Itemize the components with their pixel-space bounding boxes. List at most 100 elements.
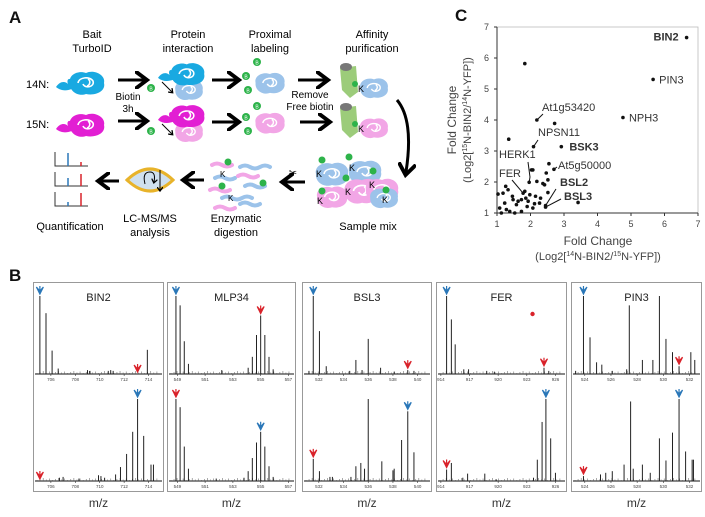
- biotin-icon: B: [244, 86, 252, 95]
- svg-text:B: B: [255, 105, 259, 111]
- data-point-pin3: [651, 77, 655, 82]
- mz-tick-label: 710: [96, 377, 104, 382]
- data-point-fer: [521, 191, 525, 195]
- remove-step-label: Remove: [291, 90, 329, 101]
- data-point-nph3: [621, 115, 625, 120]
- data-point: [499, 211, 504, 215]
- heavy-bait-protein-icon: [158, 104, 206, 129]
- data-point: [546, 178, 550, 182]
- plot-frame: [496, 26, 699, 214]
- light-isotope-arrow-icon: [309, 286, 318, 296]
- streptavidin-bead-icon: K: [340, 103, 389, 139]
- light-isotope-arrow-icon: [675, 389, 684, 399]
- heavy-isotope-arrow-icon: [403, 360, 412, 370]
- mz-axis-label: m/z: [491, 496, 512, 510]
- y-axis-subtitle: (Log2[15N-BIN2/14N-YFP]): [462, 57, 474, 183]
- mz-tick-label: 712: [120, 484, 128, 489]
- svg-text:K: K: [345, 187, 351, 197]
- mz-tick-label: 530: [660, 484, 668, 489]
- spectrum-box-mlp34: MLP34 549 551 553 555 557 549 551 553 555 557: [167, 282, 296, 492]
- data-point: [501, 191, 505, 195]
- heavy-isotope-arrow-icon: [171, 389, 180, 399]
- spectrum-title: BSL3: [354, 292, 381, 304]
- mz-tick-label: 538: [389, 484, 397, 489]
- mz-tick-label: 530: [660, 377, 668, 382]
- mz-axis-label: m/z: [221, 496, 242, 510]
- biotin-step-duration: 3h: [122, 104, 133, 115]
- mz-tick-label: 534: [340, 484, 348, 489]
- data-point-at1g53420: [535, 118, 539, 122]
- mz-tick-label: 524: [581, 484, 589, 489]
- x-tick-label: 1: [494, 219, 499, 229]
- mz-tick-label: 526: [607, 484, 615, 489]
- data-point: [504, 207, 509, 212]
- data-point: [538, 196, 543, 200]
- spectrum-box-bin2: BIN2 706 708 710 712 714 706 708 710 712 714: [33, 282, 164, 492]
- mz-tick-label: 708: [72, 377, 80, 382]
- row-label-14n: 14N:: [26, 79, 49, 91]
- light-isotope-arrow-icon: [256, 421, 265, 432]
- y-tick-label: 4: [484, 115, 489, 125]
- data-point: [537, 201, 542, 205]
- light-bait-protein-icon: [56, 70, 106, 96]
- data-point: [531, 168, 535, 172]
- svg-text:K: K: [358, 84, 364, 94]
- y-tick-label: 7: [484, 22, 489, 32]
- heavy-isotope-arrow-icon: [35, 471, 44, 481]
- mz-axis-label: m/z: [626, 496, 647, 510]
- mz-tick-label: 549: [174, 377, 182, 382]
- point-label: BSL2: [560, 177, 588, 189]
- light-isotope-arrow-icon: [171, 286, 180, 296]
- mz-tick-label: 532: [315, 377, 323, 382]
- leader-line: [533, 139, 539, 147]
- x-tick-label: 4: [595, 219, 600, 229]
- mz-tick-label: 553: [229, 377, 237, 382]
- svg-text:B: B: [255, 61, 259, 67]
- mz-axis-label: m/z: [357, 496, 377, 510]
- data-point-bsl3: [543, 205, 548, 209]
- light-isotope-arrow-icon: [541, 389, 550, 399]
- light-isotope-arrow-icon: [579, 286, 588, 296]
- svg-text:K: K: [317, 196, 323, 206]
- light-bait-protein-icon: [158, 62, 206, 87]
- data-point: [532, 201, 537, 206]
- data-point-bin2: [684, 35, 689, 40]
- scissors-icon: ✂: [289, 168, 297, 179]
- mz-tick-label: 917: [466, 484, 474, 489]
- data-point: [511, 197, 515, 202]
- point-label: At5g50000: [558, 160, 611, 172]
- biotin-icon: B: [253, 58, 261, 67]
- step-digestion-title: Enzymatic: [211, 213, 262, 225]
- y-tick-label: 5: [484, 84, 489, 94]
- step-labeling-subtitle: labeling: [251, 43, 289, 55]
- sample-mix-icon: K K K K K K: [314, 153, 400, 209]
- mz-tick-label: 532: [686, 377, 694, 382]
- step-interaction-title: Protein: [171, 29, 206, 41]
- mz-tick-label: 540: [414, 377, 422, 382]
- data-point-bsl2: [543, 203, 548, 208]
- step-purification-subtitle: purification: [345, 43, 398, 55]
- spectrum-box-bsl3: BSL3 532 534 536 538 540 532 534 536 538 540: [302, 282, 432, 492]
- data-point: [535, 179, 539, 184]
- mz-tick-label: 917: [466, 377, 474, 382]
- spectrum-title: BIN2: [86, 292, 110, 304]
- mz-tick-label: 923: [523, 377, 531, 382]
- svg-text:B: B: [149, 130, 153, 136]
- x-tick-label: 2: [528, 219, 533, 229]
- mz-tick-label: 914: [437, 377, 445, 382]
- labeled-light-prey-icon: [254, 72, 286, 95]
- leader-line: [553, 166, 558, 170]
- data-point: [519, 197, 524, 202]
- mz-tick-label: 536: [364, 377, 372, 382]
- mz-tick-label: 524: [581, 377, 589, 382]
- mz-tick-label: 920: [494, 377, 502, 382]
- mz-tick-label: 710: [96, 484, 104, 489]
- leader-line: [545, 198, 562, 208]
- mz-tick-label: 534: [340, 377, 348, 382]
- point-label: BIN2: [654, 32, 679, 44]
- point-label: NPSN11: [538, 127, 580, 139]
- light-isotope-arrow-icon: [442, 286, 451, 296]
- step-digestion-subtitle: digestion: [214, 227, 258, 239]
- mz-axis-label: m/z: [88, 496, 109, 510]
- y-tick-label: 3: [484, 146, 489, 156]
